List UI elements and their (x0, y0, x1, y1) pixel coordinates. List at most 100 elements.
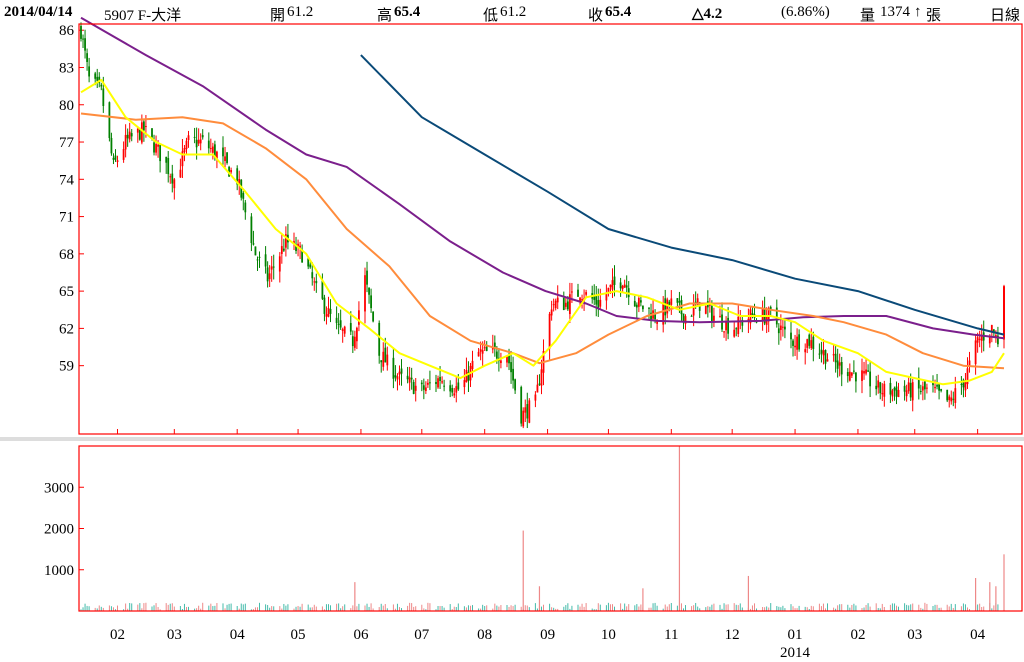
candle-down (917, 377, 920, 389)
candle-down (222, 147, 224, 157)
candle-down (443, 385, 446, 387)
candle-up (278, 256, 281, 272)
arrow-up-icon: ↑ (914, 4, 922, 20)
candle-up (145, 126, 147, 128)
candle-up (299, 245, 301, 248)
candle-up (848, 371, 851, 381)
candle-up (621, 285, 624, 290)
price-tick-label: 59 (59, 359, 74, 375)
candle-up (183, 148, 186, 153)
candle-down (213, 144, 216, 158)
price-tick-label: 65 (59, 284, 74, 300)
candle-down (309, 264, 312, 268)
candle-up (479, 349, 482, 352)
candle-down (372, 311, 375, 322)
candle-down (130, 133, 133, 137)
month-label: 06 (353, 627, 369, 643)
candle-down (741, 319, 744, 326)
candle-up (437, 378, 439, 388)
candle-up (796, 336, 798, 350)
candle-down (633, 300, 636, 307)
candle-down (510, 362, 512, 373)
candle-up (116, 160, 119, 163)
candle-down (820, 349, 823, 354)
candle-down (272, 266, 275, 268)
month-label: 05 (291, 627, 306, 643)
candle-down (329, 308, 332, 314)
candle-down (159, 144, 162, 162)
candle-up (863, 371, 865, 374)
candle-up (950, 397, 953, 402)
candle-down (792, 340, 794, 346)
candle-up (364, 275, 366, 312)
candle-up (696, 298, 699, 306)
candle-up (988, 335, 991, 344)
change-percent: (6.86%) (781, 4, 830, 20)
candle-up (386, 354, 389, 366)
candle-up (607, 287, 610, 293)
candle-up (905, 390, 908, 397)
candle-down (339, 320, 342, 328)
candle-up (548, 313, 551, 349)
candle-up (692, 304, 695, 316)
candle-down (875, 385, 878, 390)
month-label: 02 (850, 627, 865, 643)
month-label: 03 (907, 627, 922, 643)
candle-down (946, 389, 949, 401)
candle-up (199, 139, 202, 144)
candle-up (733, 329, 736, 337)
candle-down (102, 88, 105, 107)
candle-up (637, 298, 640, 307)
candle-up (483, 347, 486, 349)
candle-up (611, 280, 614, 290)
candle-down (735, 328, 738, 330)
candle-up (883, 383, 886, 397)
candle-down (895, 386, 898, 397)
candle-down (639, 300, 642, 303)
candle-up (398, 371, 401, 375)
candle-up (536, 384, 539, 393)
candle-up (954, 388, 957, 403)
month-label: 10 (601, 627, 616, 643)
candle-up (966, 368, 969, 385)
close-label: 收 (588, 8, 604, 24)
candle-up (540, 369, 543, 386)
candle-down (451, 388, 454, 393)
price-tick-label: 62 (59, 321, 74, 337)
candle-down (869, 371, 872, 387)
candle-down (142, 121, 145, 131)
volume-value: 1374 (880, 4, 910, 20)
month-label: 04 (230, 627, 246, 643)
candle-down (236, 168, 239, 185)
candle-up (767, 308, 770, 322)
candle-up (528, 400, 531, 423)
candle-down (250, 216, 253, 244)
candle-down (940, 389, 943, 391)
candle-down (650, 312, 652, 320)
candle-up (524, 407, 527, 413)
candle-up (968, 360, 971, 366)
candle-down (682, 313, 685, 323)
open-value: 61.2 (287, 4, 314, 20)
candle-down (110, 137, 113, 154)
price-panel-frame (78, 23, 1023, 435)
candle-down (593, 294, 596, 300)
change-value: △4.2 (692, 6, 723, 22)
candle-down (380, 360, 383, 363)
month-label: 04 (970, 627, 986, 643)
ma-yellow-line (80, 78, 1005, 386)
candle-down (903, 385, 906, 392)
candle-down (562, 297, 565, 311)
candle-down (207, 140, 210, 149)
candle-up (666, 299, 669, 314)
month-label: 08 (477, 627, 492, 643)
month-label: 12 (725, 627, 740, 643)
candle-up (325, 314, 328, 317)
year-label: 2014 (780, 645, 811, 661)
candle-down (597, 300, 600, 309)
candle-down (171, 173, 174, 184)
candle-down (680, 299, 683, 315)
candle-up (155, 144, 157, 153)
candle-down (836, 360, 839, 369)
month-label: 01 (788, 627, 803, 643)
